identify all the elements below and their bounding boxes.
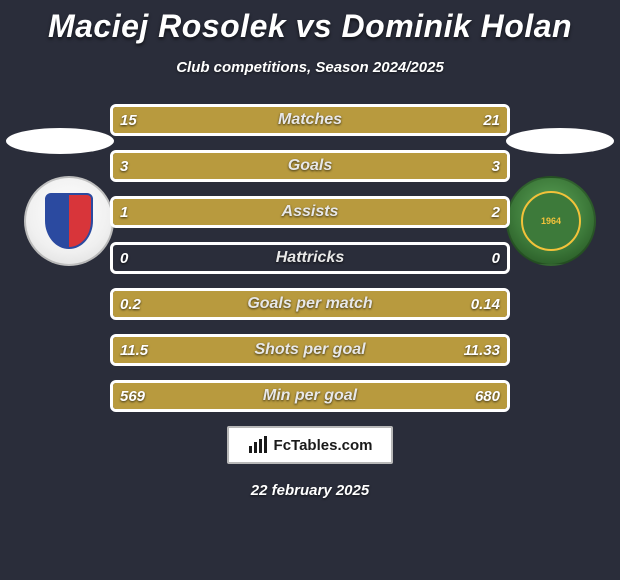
chart-icon [248, 436, 268, 454]
stat-value-right: 0 [482, 242, 510, 274]
bar-right [310, 153, 507, 179]
stat-value-right: 0.14 [461, 288, 510, 320]
stat-row: 33Goals [110, 150, 510, 182]
stat-value-right: 3 [482, 150, 510, 182]
stat-value-left: 0 [110, 242, 138, 274]
stat-row: 569680Min per goal [110, 380, 510, 412]
stat-value-left: 15 [110, 104, 147, 136]
stat-value-left: 569 [110, 380, 155, 412]
subtitle: Club competitions, Season 2024/2025 [0, 59, 620, 76]
stat-row: 0.20.14Goals per match [110, 288, 510, 320]
brand-logo[interactable]: FcTables.com [227, 426, 393, 464]
page-title: Maciej Rosolek vs Dominik Holan [0, 8, 620, 45]
brand-text: FcTables.com [274, 437, 373, 454]
date-label: 22 february 2025 [0, 482, 620, 499]
stat-value-left: 11.5 [110, 334, 158, 366]
stat-value-left: 3 [110, 150, 138, 182]
bar-right [243, 199, 507, 225]
stat-row: 00Hattricks [110, 242, 510, 274]
stat-value-left: 1 [110, 196, 138, 228]
stat-row: 11.511.33Shots per goal [110, 334, 510, 366]
stat-value-right: 2 [482, 196, 510, 228]
stats-table: 1521Matches33Goals12Assists00Hattricks0.… [0, 104, 620, 412]
bar-left [113, 153, 310, 179]
stat-row: 1521Matches [110, 104, 510, 136]
stat-value-left: 0.2 [110, 288, 151, 320]
stat-row: 12Assists [110, 196, 510, 228]
stat-value-right: 21 [473, 104, 510, 136]
stat-value-right: 11.33 [454, 334, 510, 366]
stat-value-right: 680 [465, 380, 510, 412]
